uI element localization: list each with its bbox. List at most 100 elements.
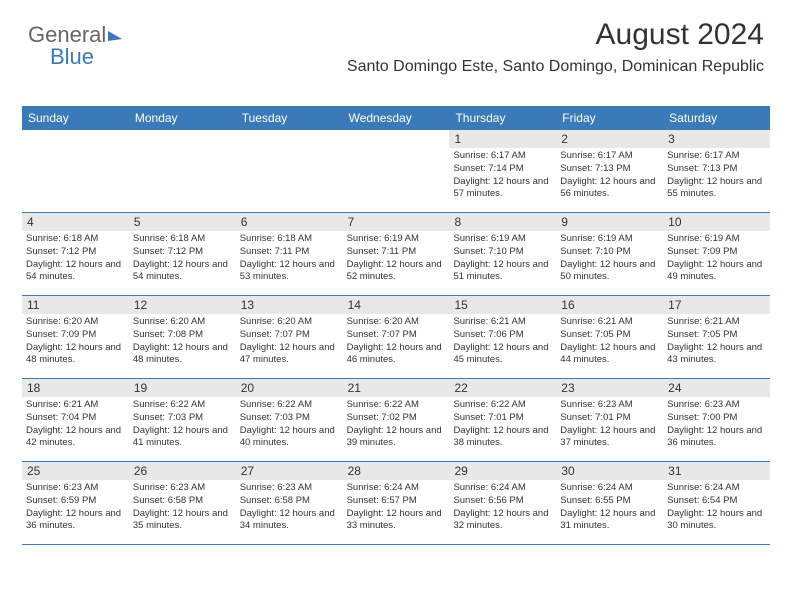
sunrise-text: Sunrise: 6:23 AM — [240, 482, 339, 495]
sunset-text: Sunset: 7:00 PM — [667, 412, 766, 425]
calendar-cell — [343, 130, 450, 212]
sunrise-text: Sunrise: 6:22 AM — [133, 399, 232, 412]
cell-body: Sunrise: 6:19 AMSunset: 7:10 PMDaylight:… — [556, 231, 663, 288]
day-header: Friday — [556, 106, 663, 130]
day-number: 23 — [556, 379, 663, 397]
calendar-cell: 20Sunrise: 6:22 AMSunset: 7:03 PMDayligh… — [236, 379, 343, 461]
day-number: 16 — [556, 296, 663, 314]
cell-body: Sunrise: 6:22 AMSunset: 7:01 PMDaylight:… — [449, 397, 556, 454]
sunrise-text: Sunrise: 6:17 AM — [453, 150, 552, 163]
daylight-text: Daylight: 12 hours and 56 minutes. — [560, 176, 659, 202]
cell-body: Sunrise: 6:24 AMSunset: 6:57 PMDaylight:… — [343, 480, 450, 537]
sunrise-text: Sunrise: 6:17 AM — [667, 150, 766, 163]
daylight-text: Daylight: 12 hours and 54 minutes. — [133, 259, 232, 285]
daylight-text: Daylight: 12 hours and 30 minutes. — [667, 508, 766, 534]
daylight-text: Daylight: 12 hours and 45 minutes. — [453, 342, 552, 368]
cell-body: Sunrise: 6:22 AMSunset: 7:02 PMDaylight:… — [343, 397, 450, 454]
day-number: 19 — [129, 379, 236, 397]
day-number: 11 — [22, 296, 129, 314]
sunset-text: Sunset: 6:54 PM — [667, 495, 766, 508]
sunrise-text: Sunrise: 6:23 AM — [560, 399, 659, 412]
day-number: 8 — [449, 213, 556, 231]
sunset-text: Sunset: 6:58 PM — [240, 495, 339, 508]
cell-body: Sunrise: 6:23 AMSunset: 6:58 PMDaylight:… — [236, 480, 343, 537]
cell-body: Sunrise: 6:23 AMSunset: 7:00 PMDaylight:… — [663, 397, 770, 454]
calendar-cell: 26Sunrise: 6:23 AMSunset: 6:58 PMDayligh… — [129, 462, 236, 544]
day-number: 31 — [663, 462, 770, 480]
calendar-cell: 10Sunrise: 6:19 AMSunset: 7:09 PMDayligh… — [663, 213, 770, 295]
calendar-cell: 15Sunrise: 6:21 AMSunset: 7:06 PMDayligh… — [449, 296, 556, 378]
sunrise-text: Sunrise: 6:22 AM — [453, 399, 552, 412]
daylight-text: Daylight: 12 hours and 36 minutes. — [26, 508, 125, 534]
day-number: 25 — [22, 462, 129, 480]
sunset-text: Sunset: 7:12 PM — [26, 246, 125, 259]
calendar-cell: 19Sunrise: 6:22 AMSunset: 7:03 PMDayligh… — [129, 379, 236, 461]
sunset-text: Sunset: 7:09 PM — [26, 329, 125, 342]
sunrise-text: Sunrise: 6:20 AM — [133, 316, 232, 329]
day-number: 14 — [343, 296, 450, 314]
sunset-text: Sunset: 7:09 PM — [667, 246, 766, 259]
sunrise-text: Sunrise: 6:22 AM — [240, 399, 339, 412]
sunrise-text: Sunrise: 6:19 AM — [347, 233, 446, 246]
day-number: 1 — [449, 130, 556, 148]
day-header-row: Sunday Monday Tuesday Wednesday Thursday… — [22, 106, 770, 130]
calendar-cell: 23Sunrise: 6:23 AMSunset: 7:01 PMDayligh… — [556, 379, 663, 461]
cell-body: Sunrise: 6:19 AMSunset: 7:11 PMDaylight:… — [343, 231, 450, 288]
day-number: 28 — [343, 462, 450, 480]
daylight-text: Daylight: 12 hours and 50 minutes. — [560, 259, 659, 285]
day-number — [236, 130, 343, 148]
sunset-text: Sunset: 7:06 PM — [453, 329, 552, 342]
day-number: 17 — [663, 296, 770, 314]
calendar-cell: 25Sunrise: 6:23 AMSunset: 6:59 PMDayligh… — [22, 462, 129, 544]
cell-body: Sunrise: 6:21 AMSunset: 7:05 PMDaylight:… — [556, 314, 663, 371]
sunrise-text: Sunrise: 6:19 AM — [667, 233, 766, 246]
daylight-text: Daylight: 12 hours and 43 minutes. — [667, 342, 766, 368]
sunrise-text: Sunrise: 6:21 AM — [560, 316, 659, 329]
sunset-text: Sunset: 7:10 PM — [560, 246, 659, 259]
sunrise-text: Sunrise: 6:20 AM — [240, 316, 339, 329]
sunrise-text: Sunrise: 6:20 AM — [347, 316, 446, 329]
calendar-cell: 22Sunrise: 6:22 AMSunset: 7:01 PMDayligh… — [449, 379, 556, 461]
daylight-text: Daylight: 12 hours and 52 minutes. — [347, 259, 446, 285]
logo-text-2: Blue — [50, 44, 94, 70]
daylight-text: Daylight: 12 hours and 35 minutes. — [133, 508, 232, 534]
daylight-text: Daylight: 12 hours and 38 minutes. — [453, 425, 552, 451]
calendar-cell: 21Sunrise: 6:22 AMSunset: 7:02 PMDayligh… — [343, 379, 450, 461]
day-number: 20 — [236, 379, 343, 397]
sunset-text: Sunset: 7:07 PM — [347, 329, 446, 342]
sunrise-text: Sunrise: 6:24 AM — [453, 482, 552, 495]
calendar-cell: 8Sunrise: 6:19 AMSunset: 7:10 PMDaylight… — [449, 213, 556, 295]
cell-body: Sunrise: 6:22 AMSunset: 7:03 PMDaylight:… — [236, 397, 343, 454]
cell-body: Sunrise: 6:21 AMSunset: 7:05 PMDaylight:… — [663, 314, 770, 371]
calendar-cell: 9Sunrise: 6:19 AMSunset: 7:10 PMDaylight… — [556, 213, 663, 295]
daylight-text: Daylight: 12 hours and 57 minutes. — [453, 176, 552, 202]
daylight-text: Daylight: 12 hours and 37 minutes. — [560, 425, 659, 451]
calendar-cell — [22, 130, 129, 212]
calendar-cell: 12Sunrise: 6:20 AMSunset: 7:08 PMDayligh… — [129, 296, 236, 378]
daylight-text: Daylight: 12 hours and 32 minutes. — [453, 508, 552, 534]
daylight-text: Daylight: 12 hours and 39 minutes. — [347, 425, 446, 451]
cell-body: Sunrise: 6:18 AMSunset: 7:11 PMDaylight:… — [236, 231, 343, 288]
cell-body: Sunrise: 6:19 AMSunset: 7:09 PMDaylight:… — [663, 231, 770, 288]
sunrise-text: Sunrise: 6:20 AM — [26, 316, 125, 329]
daylight-text: Daylight: 12 hours and 48 minutes. — [133, 342, 232, 368]
day-number: 30 — [556, 462, 663, 480]
day-number: 9 — [556, 213, 663, 231]
day-header: Monday — [129, 106, 236, 130]
sunset-text: Sunset: 7:04 PM — [26, 412, 125, 425]
sunset-text: Sunset: 6:56 PM — [453, 495, 552, 508]
calendar-cell: 28Sunrise: 6:24 AMSunset: 6:57 PMDayligh… — [343, 462, 450, 544]
day-number — [22, 130, 129, 148]
calendar-cell: 31Sunrise: 6:24 AMSunset: 6:54 PMDayligh… — [663, 462, 770, 544]
cell-body: Sunrise: 6:21 AMSunset: 7:06 PMDaylight:… — [449, 314, 556, 371]
sunset-text: Sunset: 6:59 PM — [26, 495, 125, 508]
sunset-text: Sunset: 7:11 PM — [347, 246, 446, 259]
sunset-text: Sunset: 7:12 PM — [133, 246, 232, 259]
sunrise-text: Sunrise: 6:21 AM — [453, 316, 552, 329]
cell-body: Sunrise: 6:21 AMSunset: 7:04 PMDaylight:… — [22, 397, 129, 454]
day-number: 26 — [129, 462, 236, 480]
day-number: 6 — [236, 213, 343, 231]
calendar-cell: 1Sunrise: 6:17 AMSunset: 7:14 PMDaylight… — [449, 130, 556, 212]
sunrise-text: Sunrise: 6:18 AM — [133, 233, 232, 246]
calendar-cell: 5Sunrise: 6:18 AMSunset: 7:12 PMDaylight… — [129, 213, 236, 295]
